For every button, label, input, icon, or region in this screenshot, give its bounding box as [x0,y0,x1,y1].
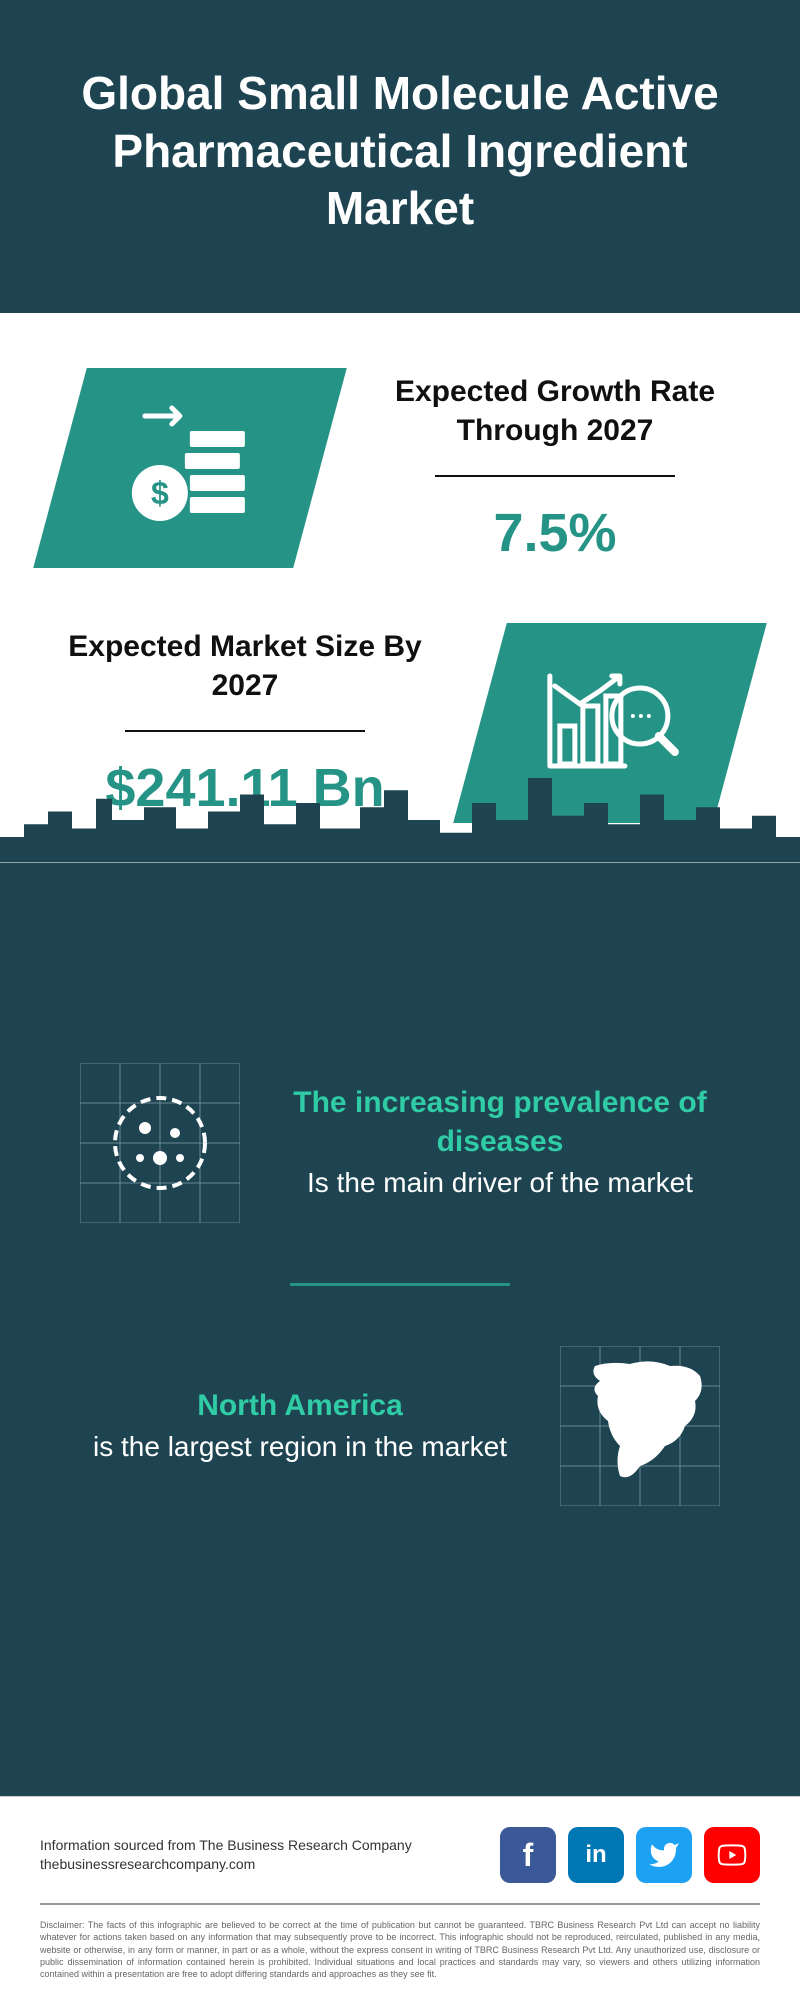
header-banner: Global Small Molecule Active Pharmaceuti… [0,0,800,313]
growth-rate-block: $ Expected Growth Rate Through 2027 7.5% [0,313,800,588]
social-links: f in [500,1827,760,1883]
infographic-container: Global Small Molecule Active Pharmaceuti… [0,0,800,2000]
market-icon-shape [453,623,767,823]
driver-insight: The increasing prevalence of diseases Is… [60,1043,740,1243]
twitter-icon[interactable] [636,1827,692,1883]
north-america-icon [560,1346,720,1506]
growth-rate-value: 7.5% [370,502,740,564]
market-size-text: Expected Market Size By 2027 $241.11 Bn [60,627,430,819]
region-highlight: North America [80,1386,520,1425]
region-sub: is the largest region in the market [80,1429,520,1465]
linkedin-icon[interactable]: in [568,1827,624,1883]
city-skyline-graphic [0,863,800,1043]
stat-divider [125,730,365,732]
growth-icon-shape: $ [33,368,347,568]
stat-divider [435,475,675,477]
svg-text:$: $ [151,474,169,510]
market-chart-icon [535,655,685,790]
driver-text: The increasing prevalence of diseases Is… [280,1083,720,1201]
youtube-icon[interactable] [704,1827,760,1883]
disease-globe-icon [80,1063,240,1223]
market-size-label: Expected Market Size By 2027 [60,627,430,705]
growth-rate-text: Expected Growth Rate Through 2027 7.5% [370,372,740,564]
footer-row: Information sourced from The Business Re… [40,1827,760,1883]
source-line2: thebusinessresearchcompany.com [40,1855,412,1875]
region-text: North America is the largest region in t… [80,1386,520,1465]
facebook-icon[interactable]: f [500,1827,556,1883]
driver-highlight: The increasing prevalence of diseases [280,1083,720,1161]
source-line1: Information sourced from The Business Re… [40,1836,412,1856]
dollar-growth-icon: $ [120,400,260,535]
driver-sub: Is the main driver of the market [280,1165,720,1201]
disclaimer-text: Disclaimer: The facts of this infographi… [40,1903,760,1980]
insight-divider [290,1283,510,1286]
growth-rate-label: Expected Growth Rate Through 2027 [370,372,740,450]
source-attribution: Information sourced from The Business Re… [40,1836,412,1875]
insights-section: The increasing prevalence of diseases Is… [0,1043,800,1797]
main-title: Global Small Molecule Active Pharmaceuti… [50,65,750,238]
footer: Information sourced from The Business Re… [0,1796,800,2000]
region-insight: North America is the largest region in t… [60,1326,740,1526]
